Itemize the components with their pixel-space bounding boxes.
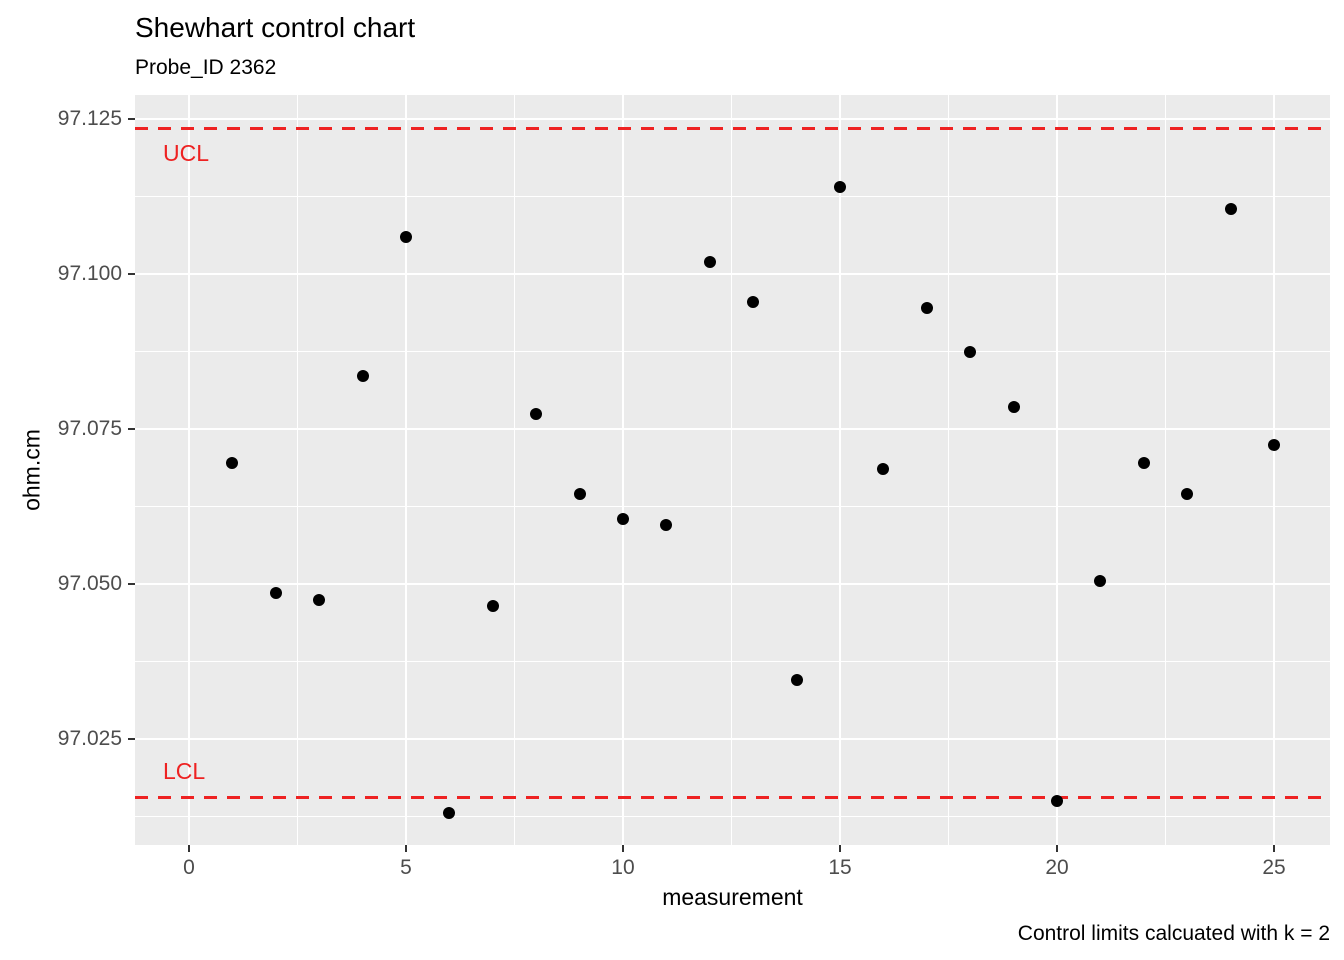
data-point xyxy=(877,463,890,476)
y-minor-gridline xyxy=(135,506,1330,508)
y-tick-mark xyxy=(128,583,135,586)
data-point xyxy=(964,345,977,358)
plot-panel: UCL LCL xyxy=(135,95,1330,845)
x-major-gridline xyxy=(404,95,407,845)
data-point xyxy=(530,407,543,420)
data-point xyxy=(747,296,760,309)
data-point xyxy=(660,519,673,532)
y-tick-mark xyxy=(128,273,135,276)
data-point xyxy=(399,230,412,243)
data-point xyxy=(486,599,499,612)
data-point xyxy=(573,488,586,501)
data-point xyxy=(1051,794,1063,807)
y-tick-mark xyxy=(128,118,135,121)
data-point xyxy=(1094,574,1107,587)
lcl-line xyxy=(135,796,1330,800)
data-point xyxy=(1007,401,1020,414)
x-major-gridline xyxy=(839,95,841,845)
data-point xyxy=(834,181,846,194)
x-tick-mark xyxy=(404,845,407,852)
y-axis-title: ohm.cm xyxy=(18,429,45,511)
data-point xyxy=(1224,203,1237,216)
y-minor-gridline xyxy=(135,815,1330,817)
x-minor-gridline xyxy=(296,95,298,845)
y-major-gridline xyxy=(135,738,1330,740)
x-axis-title: measurement xyxy=(662,884,803,910)
data-point xyxy=(1268,438,1280,451)
y-minor-gridline xyxy=(135,661,1330,663)
chart-caption: Control limits calcuated with k = 2 xyxy=(1017,922,1330,945)
ucl-line xyxy=(135,126,1330,130)
data-point xyxy=(703,255,716,268)
chart-subtitle: Probe_ID 2362 xyxy=(135,56,277,79)
x-tick-label: 0 xyxy=(183,856,195,879)
x-major-gridline xyxy=(621,95,624,845)
data-point xyxy=(313,593,326,606)
data-point xyxy=(1181,488,1194,501)
data-point xyxy=(356,370,369,383)
data-point xyxy=(790,674,803,687)
x-minor-gridline xyxy=(731,95,732,845)
data-point xyxy=(269,587,282,600)
y-minor-gridline xyxy=(135,351,1330,353)
x-tick-mark xyxy=(621,845,624,852)
chart-title: Shewhart control chart xyxy=(135,12,416,43)
y-major-gridline xyxy=(135,583,1330,586)
x-major-gridline xyxy=(1273,95,1275,845)
y-major-gridline xyxy=(135,273,1330,276)
x-minor-gridline xyxy=(513,95,515,845)
x-minor-gridline xyxy=(1165,95,1166,845)
y-tick-label: 97.050 xyxy=(57,572,122,596)
data-point xyxy=(443,807,456,820)
x-tick-label: 5 xyxy=(400,856,412,879)
x-tick-mark xyxy=(1056,845,1058,852)
x-tick-mark xyxy=(187,845,190,852)
data-point xyxy=(616,512,629,525)
x-major-gridline xyxy=(1056,95,1058,845)
y-tick-mark xyxy=(128,738,135,740)
x-major-gridline xyxy=(187,95,190,845)
x-tick-mark xyxy=(1273,845,1275,852)
y-minor-gridline xyxy=(135,196,1330,198)
x-minor-gridline xyxy=(948,95,949,845)
data-point xyxy=(1137,457,1150,470)
data-point xyxy=(920,302,933,315)
y-tick-mark xyxy=(128,428,135,431)
data-point xyxy=(226,457,239,470)
y-major-gridline xyxy=(135,118,1330,121)
x-tick-label: 20 xyxy=(1045,856,1069,879)
y-tick-label: 97.075 xyxy=(57,417,122,441)
x-tick-label: 15 xyxy=(828,856,852,879)
y-major-gridline xyxy=(135,428,1330,431)
ucl-label: UCL xyxy=(163,140,210,167)
y-tick-label: 97.125 xyxy=(57,107,122,131)
x-tick-label: 25 xyxy=(1262,856,1286,879)
y-tick-label: 97.025 xyxy=(57,727,122,750)
x-tick-mark xyxy=(839,845,841,852)
y-tick-label: 97.100 xyxy=(57,262,122,286)
x-tick-label: 10 xyxy=(611,856,635,879)
lcl-label: LCL xyxy=(163,757,206,784)
